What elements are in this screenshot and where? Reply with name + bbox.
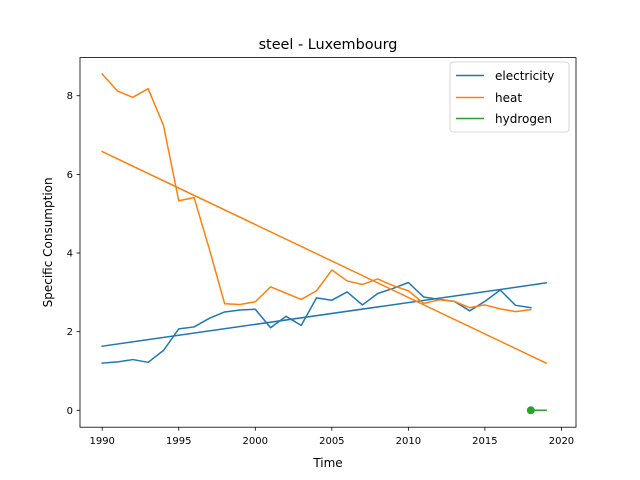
legend-label-electricity: electricity bbox=[495, 69, 554, 83]
series-line-electricity-trend bbox=[101, 282, 547, 348]
legend: electricity heat hydrogen bbox=[449, 61, 570, 133]
y-tick-label: 4 bbox=[67, 249, 73, 260]
series-line-heat bbox=[101, 73, 532, 313]
x-tick-label: 2015 bbox=[472, 436, 497, 447]
plot-area: 1990 1995 2000 2005 2010 2015 2020 0 2 4 6 8 bbox=[67, 57, 577, 447]
x-tick-label: 2005 bbox=[319, 436, 344, 447]
y-tick-label: 2 bbox=[67, 327, 73, 338]
series-layer bbox=[101, 73, 548, 415]
x-axis-ticks: 1990 1995 2000 2005 2010 2015 2020 bbox=[89, 427, 574, 447]
series-marker-hydrogen bbox=[526, 406, 535, 415]
x-axis-label: Time bbox=[312, 456, 342, 470]
y-axis-label: Specific Consumption bbox=[41, 177, 55, 307]
x-tick-label: 2000 bbox=[243, 436, 268, 447]
y-tick-label: 0 bbox=[67, 406, 73, 417]
x-tick-label: 2020 bbox=[549, 436, 574, 447]
y-tick-label: 6 bbox=[67, 170, 73, 181]
chart-title: steel - Luxembourg bbox=[259, 37, 398, 53]
x-tick-label: 2010 bbox=[396, 436, 421, 447]
x-tick-label: 1990 bbox=[89, 436, 114, 447]
y-tick-label: 8 bbox=[67, 91, 73, 102]
legend-box bbox=[449, 61, 570, 133]
y-axis-ticks: 0 2 4 6 8 bbox=[67, 91, 80, 417]
axes-frame bbox=[79, 57, 577, 428]
x-tick-label: 1995 bbox=[166, 436, 191, 447]
legend-label-hydrogen: hydrogen bbox=[495, 112, 552, 126]
legend-label-heat: heat bbox=[495, 91, 522, 105]
series-line-heat-trend bbox=[101, 150, 548, 365]
